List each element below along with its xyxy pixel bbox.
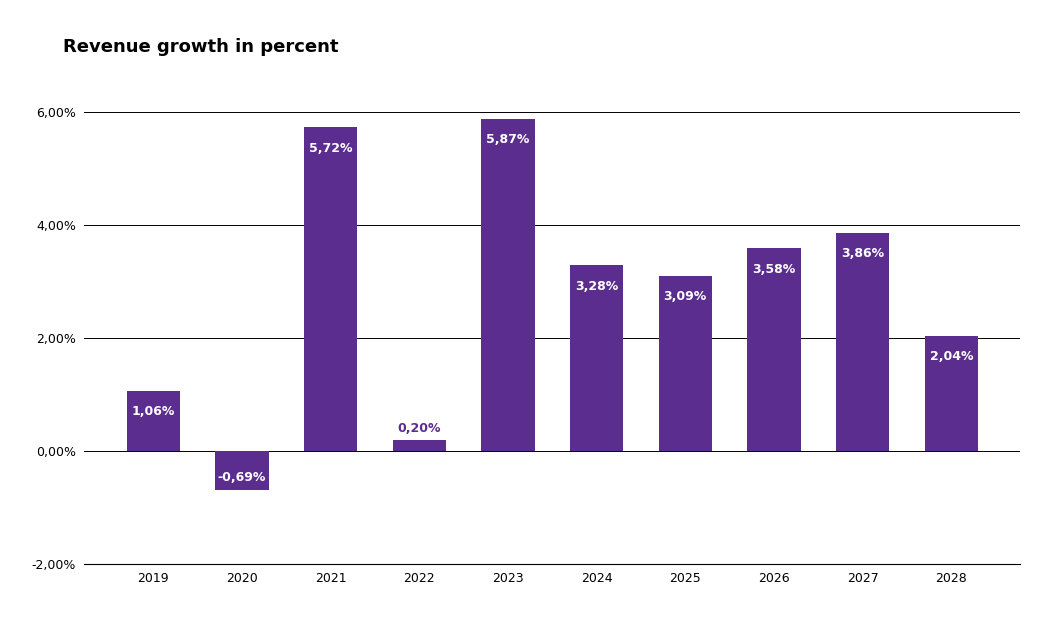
Bar <box>392 440 446 451</box>
Bar <box>747 249 801 451</box>
Text: 1,06%: 1,06% <box>132 405 175 418</box>
Bar <box>659 276 712 451</box>
Text: 2,04%: 2,04% <box>930 350 973 363</box>
Text: 3,58%: 3,58% <box>752 263 795 276</box>
Text: 5,87%: 5,87% <box>486 133 529 146</box>
Text: -0,69%: -0,69% <box>218 471 266 485</box>
Bar <box>925 336 978 451</box>
Text: 3,09%: 3,09% <box>664 290 707 303</box>
Text: 5,72%: 5,72% <box>309 142 352 154</box>
Bar <box>216 451 268 490</box>
Bar <box>570 265 623 451</box>
Bar <box>836 233 889 451</box>
Text: 3,28%: 3,28% <box>575 279 619 292</box>
Bar <box>482 119 534 451</box>
Text: 3,86%: 3,86% <box>841 247 884 260</box>
Text: Revenue growth in percent: Revenue growth in percent <box>63 38 339 56</box>
Bar <box>304 128 358 451</box>
Bar <box>126 391 180 451</box>
Text: 0,20%: 0,20% <box>398 422 441 435</box>
